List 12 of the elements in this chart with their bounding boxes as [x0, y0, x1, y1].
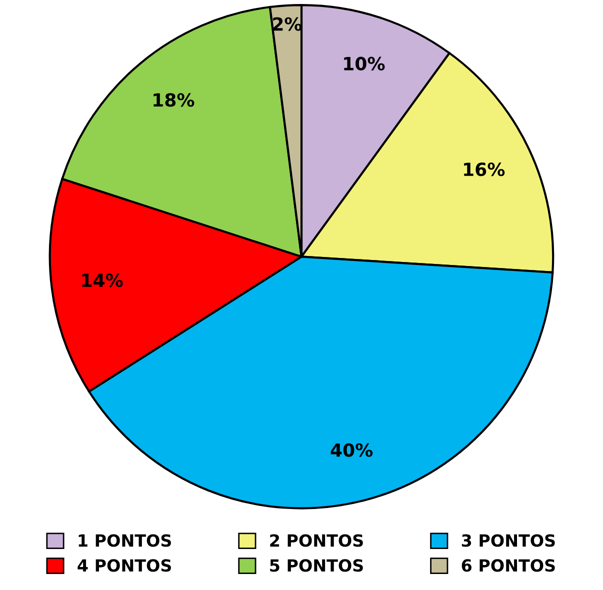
- data-label: 10%: [344, 56, 385, 70]
- legend-label: 6 PONTOS: [462, 559, 555, 572]
- legend-label: 1 PONTOS: [78, 534, 171, 547]
- legend-label: 5 PONTOS: [270, 559, 363, 572]
- data-label: 40%: [330, 443, 373, 457]
- data-label: 2%: [273, 17, 302, 31]
- legend-label: 4 PONTOS: [78, 559, 171, 572]
- legend-label: 2 PONTOS: [270, 534, 363, 547]
- data-label: 18%: [154, 93, 194, 107]
- legend-label: 3 PONTOS: [462, 534, 555, 547]
- data-label: 14%: [82, 273, 123, 288]
- data-label: 16%: [464, 162, 505, 176]
